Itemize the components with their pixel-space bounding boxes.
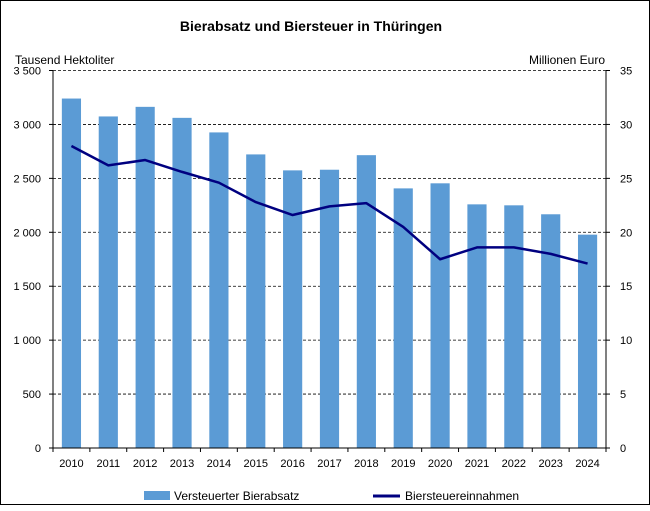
legend: Versteuerter Bierabsatz Biersteuereinnah… [144,489,519,503]
x-tick-label: 2011 [96,458,120,470]
x-tick-label: 2014 [207,458,231,470]
bar-2021 [467,204,486,448]
y-tick-label-right: 30 [620,119,632,131]
x-tick-label: 2019 [391,458,415,470]
y-tick-label-left: 500 [23,389,41,401]
bar-2012 [136,107,155,448]
x-tick-label: 2016 [280,458,304,470]
bar-2017 [320,170,339,448]
chart-title: Bierabsatz und Biersteuer in Thüringen [180,18,442,34]
x-tick-label: 2023 [538,458,562,470]
y-tick-label-left: 3 500 [13,66,41,78]
y-axis-label-right: Millionen Euro [529,53,605,67]
x-tick-label: 2013 [170,458,194,470]
bar-2020 [431,183,450,448]
y-tick-label-left: 1 000 [13,335,41,347]
x-tick-label: 2020 [428,458,452,470]
y-tick-label-left: 3 000 [13,119,41,131]
x-tick-label: 2024 [575,458,599,470]
bar-2022 [504,205,523,448]
y-tick-label-right: 5 [620,389,626,401]
x-tick-label: 2012 [133,458,157,470]
legend-label-line: Biersteuereinnahmen [405,489,519,503]
y-tick-label-left: 2 500 [13,173,41,185]
bar-2013 [172,118,191,448]
x-tick-label: 2018 [354,458,378,470]
bar-2018 [357,155,376,448]
y-tick-label-left: 2 000 [13,227,41,239]
bar-2024 [578,235,597,448]
y-tick-label-right: 10 [620,335,632,347]
bar-2023 [541,214,560,448]
x-tick-label: 2021 [465,458,489,470]
y-tick-label-right: 0 [620,443,626,455]
legend-swatch-bar [144,491,170,500]
y-tick-label-right: 15 [620,281,632,293]
y-tick-label-right: 35 [620,66,632,78]
bar-2010 [62,99,81,448]
x-tick-label: 2010 [59,458,83,470]
x-tick-label: 2015 [244,458,268,470]
legend-label-bar: Versteuerter Bierabsatz [174,489,299,503]
x-tick-label: 2022 [502,458,526,470]
y-tick-label-left: 0 [35,443,41,455]
y-tick-label-right: 25 [620,173,632,185]
y-tick-label-right: 20 [620,227,632,239]
y-tick-label-left: 1 500 [13,281,41,293]
x-tick-label: 2017 [317,458,341,470]
